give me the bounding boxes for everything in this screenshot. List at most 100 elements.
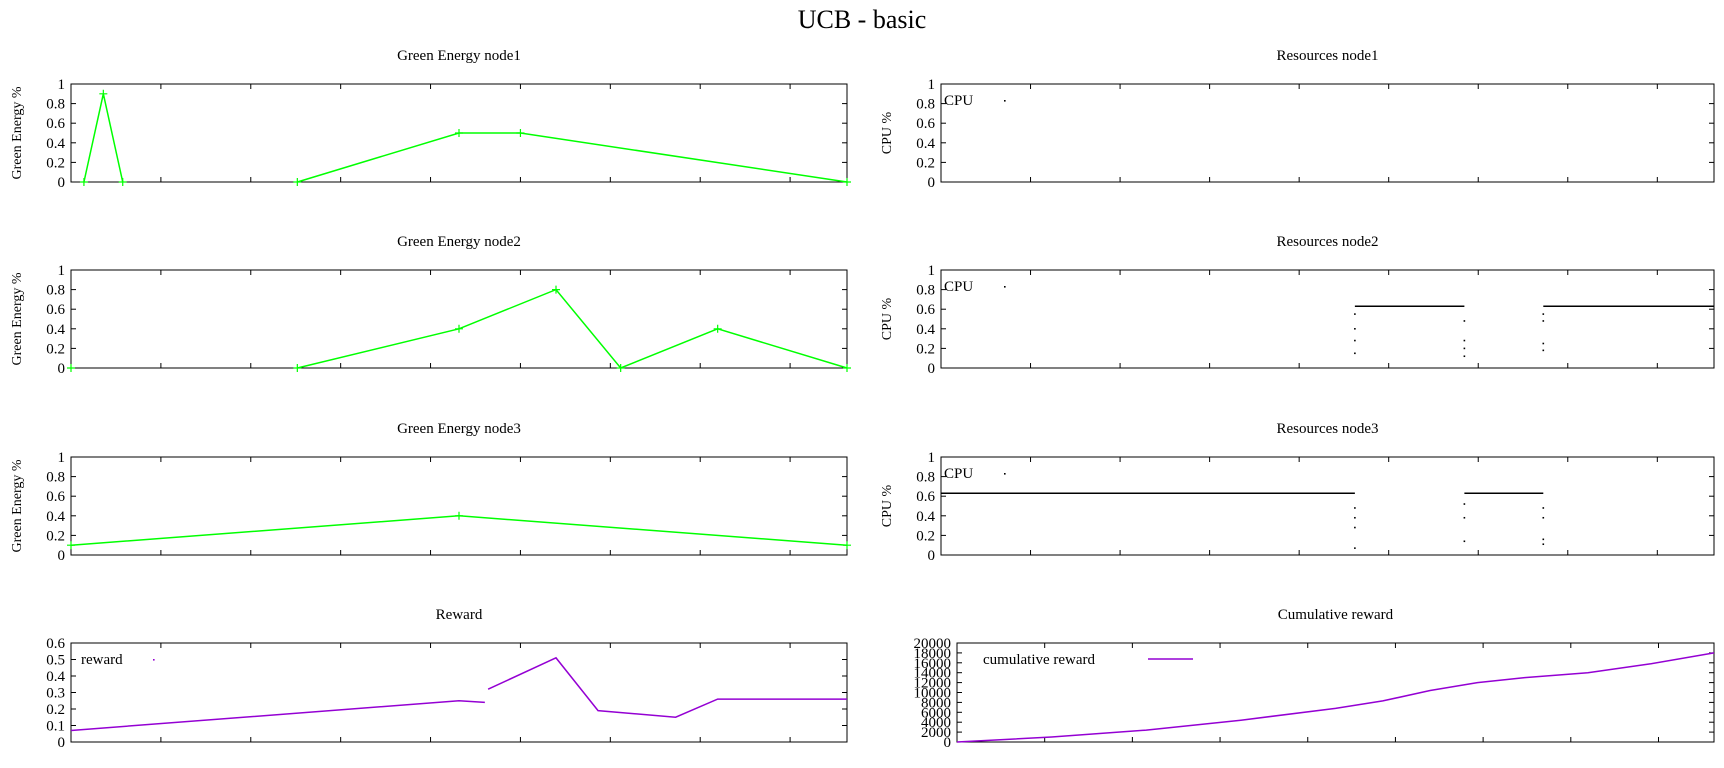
panel-green3: Green Energy node3 Green Energy % 0 0.2 0.4 0… xyxy=(10,421,851,564)
y-tick-label: 0.2 xyxy=(46,702,65,718)
series-line xyxy=(83,93,124,183)
y-tick-label: 0.6 xyxy=(916,302,935,318)
panel-green1: Green Energy node1 Green Energy % 0 0.2 0.4 0… xyxy=(10,48,851,191)
y-tick-label: 6000 xyxy=(921,705,951,721)
y-tick-label: 0.8 xyxy=(916,283,935,299)
data-dot xyxy=(1542,538,1545,541)
panel-title: Cumulative reward xyxy=(1278,607,1394,623)
data-point xyxy=(67,364,75,372)
y-tick-label: 0.2 xyxy=(916,155,935,171)
data-dot xyxy=(1463,320,1466,322)
legend-label: CPU xyxy=(944,279,973,295)
data-dot xyxy=(1542,543,1545,546)
panel-title: Resources node2 xyxy=(1276,234,1378,250)
y-tick-label: 20000 xyxy=(914,636,952,652)
data-point xyxy=(99,89,108,98)
data-point xyxy=(293,178,302,186)
data-point xyxy=(516,129,525,137)
y-tick-label: 12000 xyxy=(914,676,952,692)
data-point xyxy=(843,541,851,550)
series-line xyxy=(487,656,847,719)
y-tick-label: 0 xyxy=(58,361,66,377)
data-point xyxy=(79,178,88,186)
data-dot xyxy=(1542,516,1545,519)
data-dot xyxy=(1463,339,1466,342)
legend-label: cumulative reward xyxy=(983,652,1096,668)
plot-frame xyxy=(940,269,1715,369)
data-dot xyxy=(1354,352,1356,355)
data-dot xyxy=(1463,347,1466,350)
series-line xyxy=(956,652,1715,743)
y-axis-label: CPU % xyxy=(880,484,895,527)
data-dot xyxy=(1463,540,1466,543)
legend-swatch xyxy=(1004,100,1006,102)
data-dot xyxy=(1542,349,1545,352)
y-tick-label: 0 xyxy=(58,735,66,751)
plot-frame xyxy=(940,456,1715,556)
y-axis-label: Green Energy % xyxy=(10,272,25,365)
y-tick-label: 0.8 xyxy=(916,470,935,486)
data-point xyxy=(118,178,127,186)
y-tick-label: 0.8 xyxy=(46,97,65,113)
y-axis-label: CPU % xyxy=(880,297,895,340)
plot-frame xyxy=(70,642,848,743)
panel-title: Green Energy node3 xyxy=(397,421,521,437)
panel-cumreward: Cumulative reward02000400060008000100001… xyxy=(914,607,1715,751)
series-line xyxy=(297,288,848,369)
data-dot xyxy=(1463,503,1466,505)
data-dot xyxy=(1354,526,1356,529)
y-tick-label: 1 xyxy=(58,263,66,279)
y-tick-label: 0.4 xyxy=(46,136,65,152)
series-line xyxy=(70,699,485,732)
plot-frame xyxy=(70,269,848,369)
y-tick-label: 0.3 xyxy=(46,686,65,702)
y-axis-label: Green Energy % xyxy=(10,86,25,179)
panel-res3: Resources node3 CPU % 0 0.2 0.4 0.6 0.8 1 CPU xyxy=(880,421,1715,564)
panel-title: Green Energy node1 xyxy=(397,48,521,64)
y-tick-label: 1 xyxy=(58,77,66,93)
panel-title: Reward xyxy=(436,607,483,623)
y-tick-label: 0.6 xyxy=(46,302,65,318)
y-tick-label: 8000 xyxy=(921,695,951,711)
y-tick-label: 0.4 xyxy=(46,669,65,685)
y-tick-label: 1 xyxy=(928,263,936,279)
y-tick-label: 0 xyxy=(944,735,952,751)
y-tick-label: 0.8 xyxy=(46,470,65,486)
y-tick-label: 0.4 xyxy=(916,509,935,525)
y-axis-label: CPU % xyxy=(880,111,895,154)
panel-res2: Resources node2 CPU % 0 0.2 0.4 0.6 0.8 1 CPU xyxy=(880,234,1715,377)
y-tick-label: 16000 xyxy=(914,656,952,672)
legend-swatch xyxy=(153,659,155,661)
legend-swatch xyxy=(1004,473,1006,475)
data-dot xyxy=(1354,547,1356,549)
y-tick-label: 14000 xyxy=(914,666,952,682)
y-tick-label: 1 xyxy=(928,77,936,93)
y-tick-label: 1 xyxy=(928,450,936,466)
y-tick-label: 0.2 xyxy=(916,528,935,544)
y-tick-label: 0.6 xyxy=(916,489,935,505)
data-point xyxy=(67,541,75,550)
y-tick-label: 0.4 xyxy=(916,136,935,152)
legend-label: reward xyxy=(81,652,123,668)
y-tick-label: 0.6 xyxy=(46,636,65,652)
y-tick-label: 0 xyxy=(58,175,66,191)
data-dot xyxy=(1354,313,1356,315)
y-tick-label: 18000 xyxy=(914,646,952,662)
data-dot xyxy=(1354,516,1356,519)
data-dot xyxy=(1542,313,1545,315)
y-tick-label: 1 xyxy=(58,450,66,466)
data-dot xyxy=(1542,342,1545,345)
y-tick-label: 0.5 xyxy=(46,653,65,669)
data-point xyxy=(843,178,851,186)
data-dot xyxy=(1354,328,1356,330)
y-tick-label: 10000 xyxy=(914,686,952,702)
data-point xyxy=(616,364,625,372)
panel-title: Green Energy node2 xyxy=(397,234,521,250)
data-point xyxy=(713,324,722,333)
y-tick-label: 0.2 xyxy=(46,155,65,171)
plot-frame xyxy=(940,83,1715,183)
y-tick-label: 4000 xyxy=(921,715,951,731)
series-line xyxy=(70,515,848,546)
data-dot xyxy=(1463,516,1466,519)
